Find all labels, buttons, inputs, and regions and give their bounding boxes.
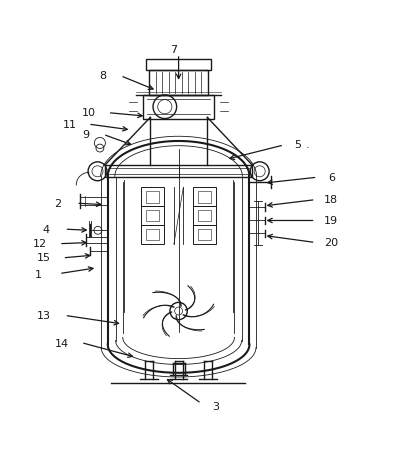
Bar bbox=[193, 188, 216, 206]
Text: 12: 12 bbox=[33, 239, 47, 249]
Text: 2: 2 bbox=[54, 199, 61, 209]
Text: 7: 7 bbox=[170, 45, 177, 56]
Text: 11: 11 bbox=[62, 120, 77, 130]
Text: 8: 8 bbox=[100, 71, 107, 81]
Bar bbox=[141, 188, 164, 206]
Text: 6: 6 bbox=[328, 173, 335, 183]
Text: 1: 1 bbox=[35, 270, 41, 280]
Bar bbox=[146, 59, 211, 70]
Bar bbox=[146, 229, 160, 240]
Bar bbox=[143, 94, 214, 119]
Bar bbox=[198, 210, 211, 221]
Bar bbox=[149, 70, 208, 94]
Text: 20: 20 bbox=[324, 238, 339, 248]
Bar bbox=[198, 191, 211, 202]
Text: 18: 18 bbox=[324, 195, 339, 205]
Text: 5: 5 bbox=[294, 140, 301, 150]
Bar bbox=[193, 206, 216, 225]
Bar bbox=[141, 225, 164, 244]
Bar bbox=[193, 225, 216, 244]
Bar bbox=[146, 191, 160, 202]
Text: 3: 3 bbox=[212, 402, 219, 412]
Text: 4: 4 bbox=[42, 225, 49, 235]
Text: 13: 13 bbox=[37, 311, 51, 321]
Text: 19: 19 bbox=[324, 216, 339, 226]
Text: 9: 9 bbox=[82, 130, 89, 140]
Text: 15: 15 bbox=[37, 253, 51, 263]
Bar bbox=[141, 206, 164, 225]
Text: 10: 10 bbox=[82, 108, 96, 119]
Text: .: . bbox=[306, 140, 310, 150]
Text: 14: 14 bbox=[55, 338, 69, 349]
Bar bbox=[146, 210, 160, 221]
Bar bbox=[105, 165, 252, 177]
Bar bbox=[198, 229, 211, 240]
